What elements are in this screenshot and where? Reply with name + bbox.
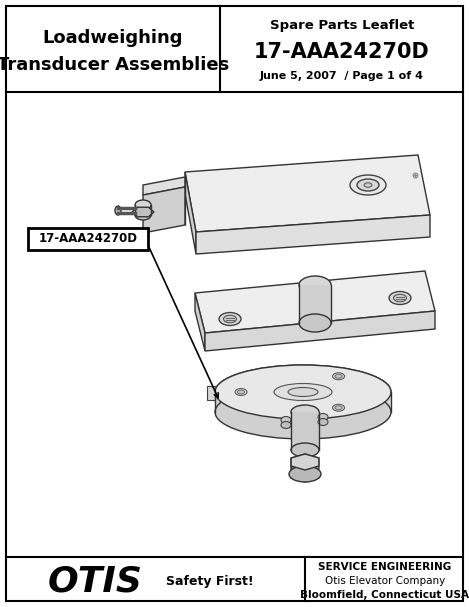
Ellipse shape bbox=[219, 313, 241, 325]
Ellipse shape bbox=[135, 210, 151, 220]
Polygon shape bbox=[143, 177, 185, 195]
Polygon shape bbox=[132, 207, 154, 217]
Ellipse shape bbox=[215, 365, 391, 419]
Ellipse shape bbox=[237, 390, 244, 394]
Text: Spare Parts Leaflet: Spare Parts Leaflet bbox=[270, 18, 414, 32]
Ellipse shape bbox=[281, 416, 291, 424]
Text: Loadweighing: Loadweighing bbox=[43, 29, 183, 47]
Text: SERVICE ENGINEERING: SERVICE ENGINEERING bbox=[318, 562, 452, 572]
Ellipse shape bbox=[335, 405, 342, 410]
Polygon shape bbox=[305, 466, 319, 482]
Ellipse shape bbox=[299, 276, 331, 294]
Ellipse shape bbox=[299, 314, 331, 332]
Text: Transducer Assemblies: Transducer Assemblies bbox=[0, 56, 229, 74]
Text: Safety First!: Safety First! bbox=[166, 574, 254, 588]
Ellipse shape bbox=[364, 183, 372, 187]
Polygon shape bbox=[291, 466, 305, 482]
Polygon shape bbox=[185, 155, 430, 232]
Polygon shape bbox=[291, 454, 319, 470]
Polygon shape bbox=[215, 392, 391, 412]
Polygon shape bbox=[195, 293, 205, 351]
Ellipse shape bbox=[333, 373, 345, 380]
Ellipse shape bbox=[281, 421, 291, 429]
Text: 17-AAA24270D: 17-AAA24270D bbox=[38, 232, 137, 245]
Text: Bloomfield, Connecticut USA: Bloomfield, Connecticut USA bbox=[301, 590, 469, 600]
Polygon shape bbox=[195, 271, 435, 333]
Ellipse shape bbox=[235, 388, 247, 396]
Polygon shape bbox=[299, 285, 331, 323]
Ellipse shape bbox=[335, 375, 342, 378]
Ellipse shape bbox=[289, 466, 321, 482]
Text: June 5, 2007  / Page 1 of 4: June 5, 2007 / Page 1 of 4 bbox=[260, 71, 424, 81]
Ellipse shape bbox=[318, 413, 328, 421]
Ellipse shape bbox=[389, 291, 411, 305]
Bar bbox=[207, 386, 215, 400]
Polygon shape bbox=[205, 311, 435, 351]
Ellipse shape bbox=[291, 443, 319, 457]
Ellipse shape bbox=[318, 418, 328, 426]
Ellipse shape bbox=[333, 404, 345, 412]
Text: 17-AAA24270D: 17-AAA24270D bbox=[254, 42, 430, 62]
Polygon shape bbox=[185, 172, 196, 254]
Ellipse shape bbox=[115, 206, 121, 215]
Text: Otis Elevator Company: Otis Elevator Company bbox=[325, 576, 445, 586]
Polygon shape bbox=[291, 412, 319, 450]
Ellipse shape bbox=[135, 200, 151, 210]
Polygon shape bbox=[196, 215, 430, 254]
Text: OTIS: OTIS bbox=[47, 564, 143, 598]
Ellipse shape bbox=[350, 175, 386, 195]
Polygon shape bbox=[143, 187, 185, 233]
Ellipse shape bbox=[291, 405, 319, 419]
Ellipse shape bbox=[274, 384, 332, 401]
Ellipse shape bbox=[393, 294, 407, 302]
Ellipse shape bbox=[215, 385, 391, 439]
Ellipse shape bbox=[288, 387, 318, 396]
Ellipse shape bbox=[357, 179, 379, 191]
Polygon shape bbox=[291, 454, 319, 470]
Bar bbox=[28, 228, 148, 250]
Ellipse shape bbox=[215, 365, 391, 419]
Ellipse shape bbox=[224, 315, 236, 323]
